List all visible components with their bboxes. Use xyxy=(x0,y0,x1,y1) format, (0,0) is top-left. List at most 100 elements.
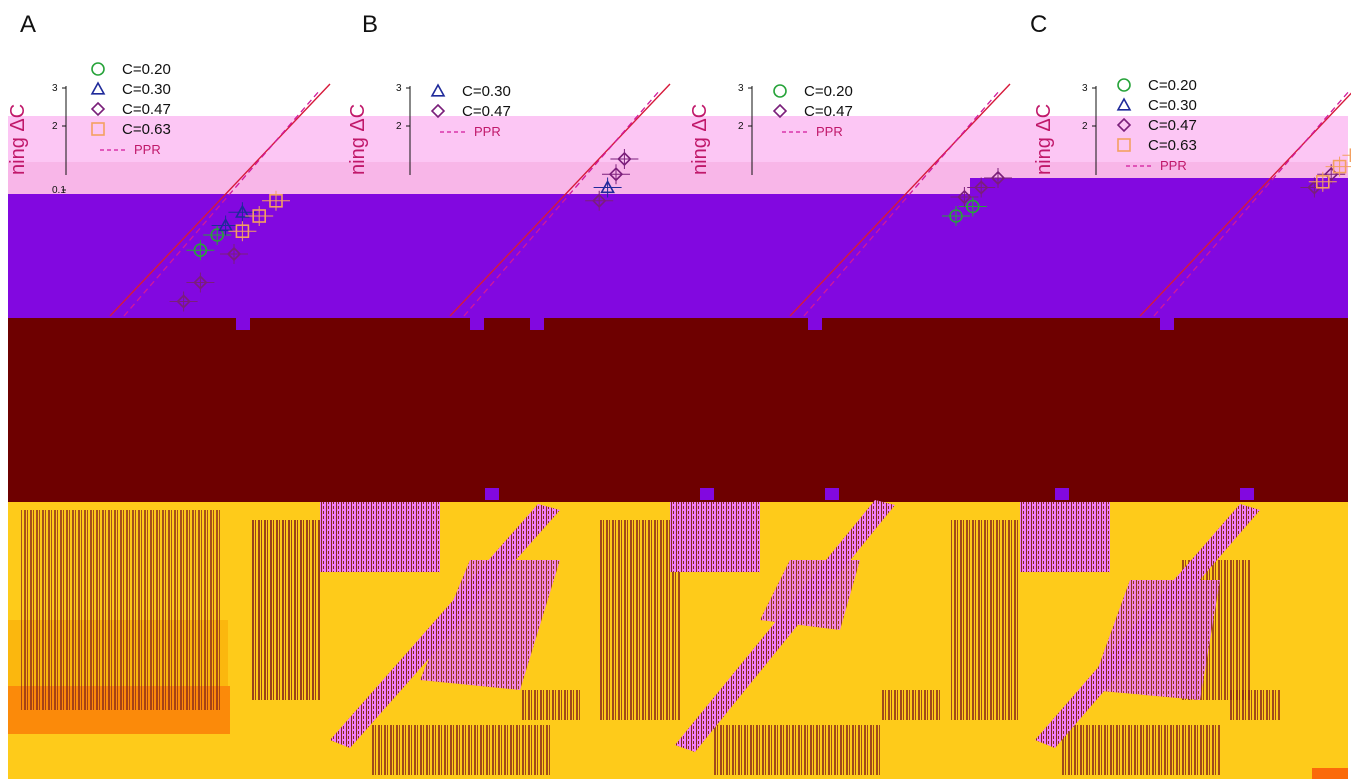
data-point xyxy=(1316,175,1330,189)
y-tick-label: 2 xyxy=(1082,121,1088,132)
legend-label: C=0.30 xyxy=(462,83,511,100)
panel-label-c: C xyxy=(1030,11,1047,38)
texture-block-12 xyxy=(520,690,580,720)
identity-line xyxy=(449,83,671,317)
data-point xyxy=(949,209,963,223)
legend-marker-circle-icon xyxy=(773,84,787,98)
data-point xyxy=(608,167,624,182)
data-point xyxy=(218,217,233,232)
legend-marker-square-icon xyxy=(1117,138,1131,152)
band-tick xyxy=(1240,488,1254,500)
y-tick-label: 3 xyxy=(1082,83,1088,94)
legend-label: PPR xyxy=(1160,158,1187,173)
band-tick xyxy=(825,488,839,500)
band-tick xyxy=(470,318,484,330)
legend-marker-triangle-icon xyxy=(1116,97,1132,111)
panel-label-a: A xyxy=(20,11,36,38)
y-tick-label: 2 xyxy=(396,121,402,132)
data-point xyxy=(990,170,1006,186)
panel-label-b: B xyxy=(362,11,378,38)
yellow-textures xyxy=(20,500,1280,775)
legend-label: C=0.30 xyxy=(1148,97,1197,114)
legend-marker-square-icon xyxy=(91,122,105,136)
texture-block-11 xyxy=(1060,725,1220,775)
band-tick xyxy=(1160,318,1174,330)
data-point xyxy=(1349,148,1351,162)
ribbon-cluster-1 xyxy=(420,560,560,690)
panel-letters: A B C xyxy=(20,11,1047,38)
chart-panel-3: 3 2 ning ΔC C=0.20 C=0.47 PPR xyxy=(689,83,1012,317)
y-tick-label: 3 xyxy=(396,83,402,94)
legend-label: C=0.47 xyxy=(462,103,511,120)
band-tick xyxy=(236,318,250,330)
legend-label: C=0.63 xyxy=(1148,137,1197,154)
maroon-band xyxy=(8,318,1348,502)
data-point xyxy=(965,199,980,214)
band-tick xyxy=(1055,488,1069,500)
data-point xyxy=(974,180,989,195)
legend-label: C=0.63 xyxy=(122,121,171,138)
band-tick xyxy=(808,318,822,330)
chart-panel-4: 3 2 ning ΔC C=0.20 C=0.30 C=0.47 C=0.63 PPR xyxy=(1033,77,1351,317)
legend-marker-diamond-icon xyxy=(772,103,788,119)
legend-label: C=0.47 xyxy=(122,101,171,118)
legend-marker-triangle-icon xyxy=(90,81,106,95)
legend-label: C=0.47 xyxy=(1148,117,1197,134)
data-point xyxy=(592,193,607,208)
y-axis-label: ning ΔC xyxy=(7,104,29,175)
legend-label: PPR xyxy=(134,142,161,157)
data-point xyxy=(957,189,972,205)
y-axis-label: ning ΔC xyxy=(1033,104,1055,175)
data-point xyxy=(269,194,283,208)
data-point xyxy=(235,224,250,238)
legend-label: C=0.20 xyxy=(804,83,853,100)
band-tick xyxy=(485,488,499,500)
y-tick-label: 2 xyxy=(52,121,58,132)
legend-marker-diamond-icon xyxy=(1116,117,1132,133)
texture-block-2 xyxy=(250,520,320,700)
data-point xyxy=(252,209,266,223)
y-tick-label: 0.1 xyxy=(52,185,66,196)
texture-block-7 xyxy=(1020,502,1110,572)
identity-line xyxy=(109,83,331,317)
data-point xyxy=(235,204,250,218)
data-point xyxy=(210,228,224,242)
texture-block-3 xyxy=(320,502,440,572)
ribbon-cluster-2 xyxy=(760,560,860,630)
texture-block-14 xyxy=(1230,690,1280,720)
ribbon-cluster-3 xyxy=(1090,580,1220,700)
legend-marker-diamond-icon xyxy=(430,103,446,119)
data-point xyxy=(226,246,242,262)
data-point xyxy=(193,243,208,257)
identity-line xyxy=(1139,92,1351,317)
data-point xyxy=(176,294,191,309)
texture-block-4 xyxy=(600,520,680,720)
legend-label: C=0.20 xyxy=(122,61,171,78)
legend-label: C=0.47 xyxy=(804,103,853,120)
legend-label: C=0.20 xyxy=(1148,77,1197,94)
chart-panel-1: 3 2 0.1 ning ΔC C=0.20 C=0.30 C=0.47 C=0.63 PPR xyxy=(7,61,331,317)
y-axis-label: ning ΔC xyxy=(347,104,369,175)
band-ticks xyxy=(236,318,1254,500)
legend-label: PPR xyxy=(474,124,501,139)
orange-corner xyxy=(1312,768,1348,779)
data-point xyxy=(600,179,615,194)
legend-marker-circle-icon xyxy=(1117,78,1131,92)
texture-block-9 xyxy=(370,725,550,775)
purple-band xyxy=(8,194,1348,318)
texture-block-6 xyxy=(950,520,1020,720)
y-tick-label: 3 xyxy=(52,83,58,94)
identity-line xyxy=(789,83,1011,317)
texture-block-10 xyxy=(712,725,882,775)
legend-marker-triangle-icon xyxy=(430,83,446,97)
texture-block-1 xyxy=(20,510,220,710)
data-point xyxy=(617,151,632,167)
y-tick-label: 3 xyxy=(738,83,744,94)
data-point xyxy=(1332,159,1347,174)
texture-block-5 xyxy=(670,502,760,572)
data-point xyxy=(1307,180,1322,195)
data-point xyxy=(193,275,208,290)
band-tick xyxy=(530,318,544,330)
